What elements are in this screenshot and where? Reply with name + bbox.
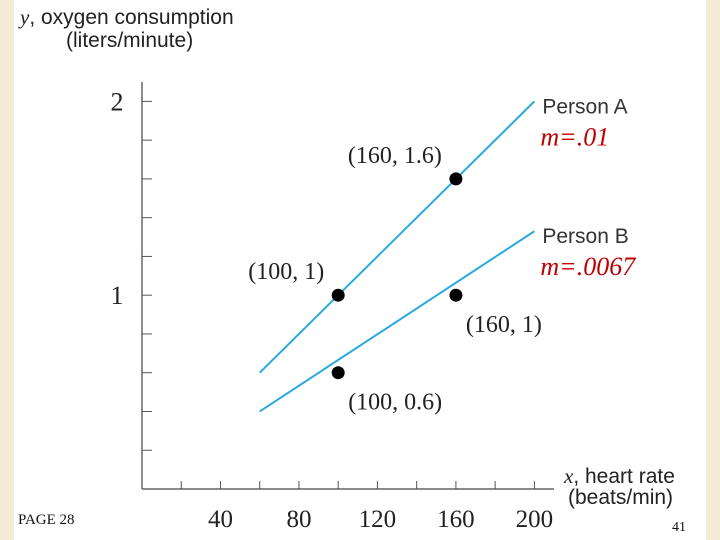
data-point bbox=[331, 288, 345, 302]
page-label: PAGE 28 bbox=[18, 512, 75, 528]
y-axis-units: (liters/minute) bbox=[66, 28, 194, 52]
chart-series bbox=[259, 100, 536, 413]
x-tick-label: 160 bbox=[437, 506, 475, 533]
point-label: (100, 0.6) bbox=[348, 390, 442, 416]
x-axis-variable: x bbox=[564, 464, 574, 488]
data-point bbox=[449, 172, 463, 186]
slope-annotation: m=.0067 bbox=[540, 252, 636, 281]
series-line-person-a bbox=[259, 100, 536, 374]
chart-axes bbox=[141, 82, 554, 490]
point-label: (100, 1) bbox=[248, 259, 324, 285]
slide: 1 2 40 80 120 160 200 Person A m=.01 Person B m=.0… bbox=[14, 0, 706, 540]
x-tick-label: 200 bbox=[516, 506, 554, 533]
data-point bbox=[449, 288, 463, 302]
x-axis-label: x, heart rate (beats/min) bbox=[564, 464, 675, 509]
y-tick-label: 2 bbox=[111, 87, 124, 116]
series-line-person-b bbox=[259, 230, 535, 413]
chart: 1 2 40 80 120 160 200 Person A m=.01 Person B m=.0… bbox=[111, 82, 637, 533]
slope-annotation: m=.01 bbox=[540, 122, 609, 151]
x-axis-label-text: , heart rate bbox=[573, 465, 675, 488]
y-axis-label-text: , oxygen consumption bbox=[29, 6, 234, 29]
series-name-label: Person A bbox=[542, 95, 627, 118]
point-label: (160, 1.6) bbox=[348, 143, 442, 169]
chart-labels: 1 2 40 80 120 160 200 Person A m=.01 Person B m=.0… bbox=[111, 87, 637, 533]
x-tick-label: 80 bbox=[286, 506, 311, 533]
x-axis-units: (beats/min) bbox=[568, 486, 674, 509]
series-name-label: Person B bbox=[542, 225, 628, 248]
y-axis-variable: y bbox=[20, 5, 30, 29]
data-point bbox=[331, 366, 345, 380]
x-tick-label: 120 bbox=[359, 506, 397, 533]
x-tick-label: 40 bbox=[208, 506, 233, 533]
y-axis-label: y, oxygen consumption (liters/minute) bbox=[20, 6, 234, 52]
slide-number: 41 bbox=[672, 520, 686, 535]
y-tick-label: 1 bbox=[111, 281, 124, 310]
point-label: (160, 1) bbox=[466, 312, 542, 338]
chart-points bbox=[331, 172, 463, 380]
